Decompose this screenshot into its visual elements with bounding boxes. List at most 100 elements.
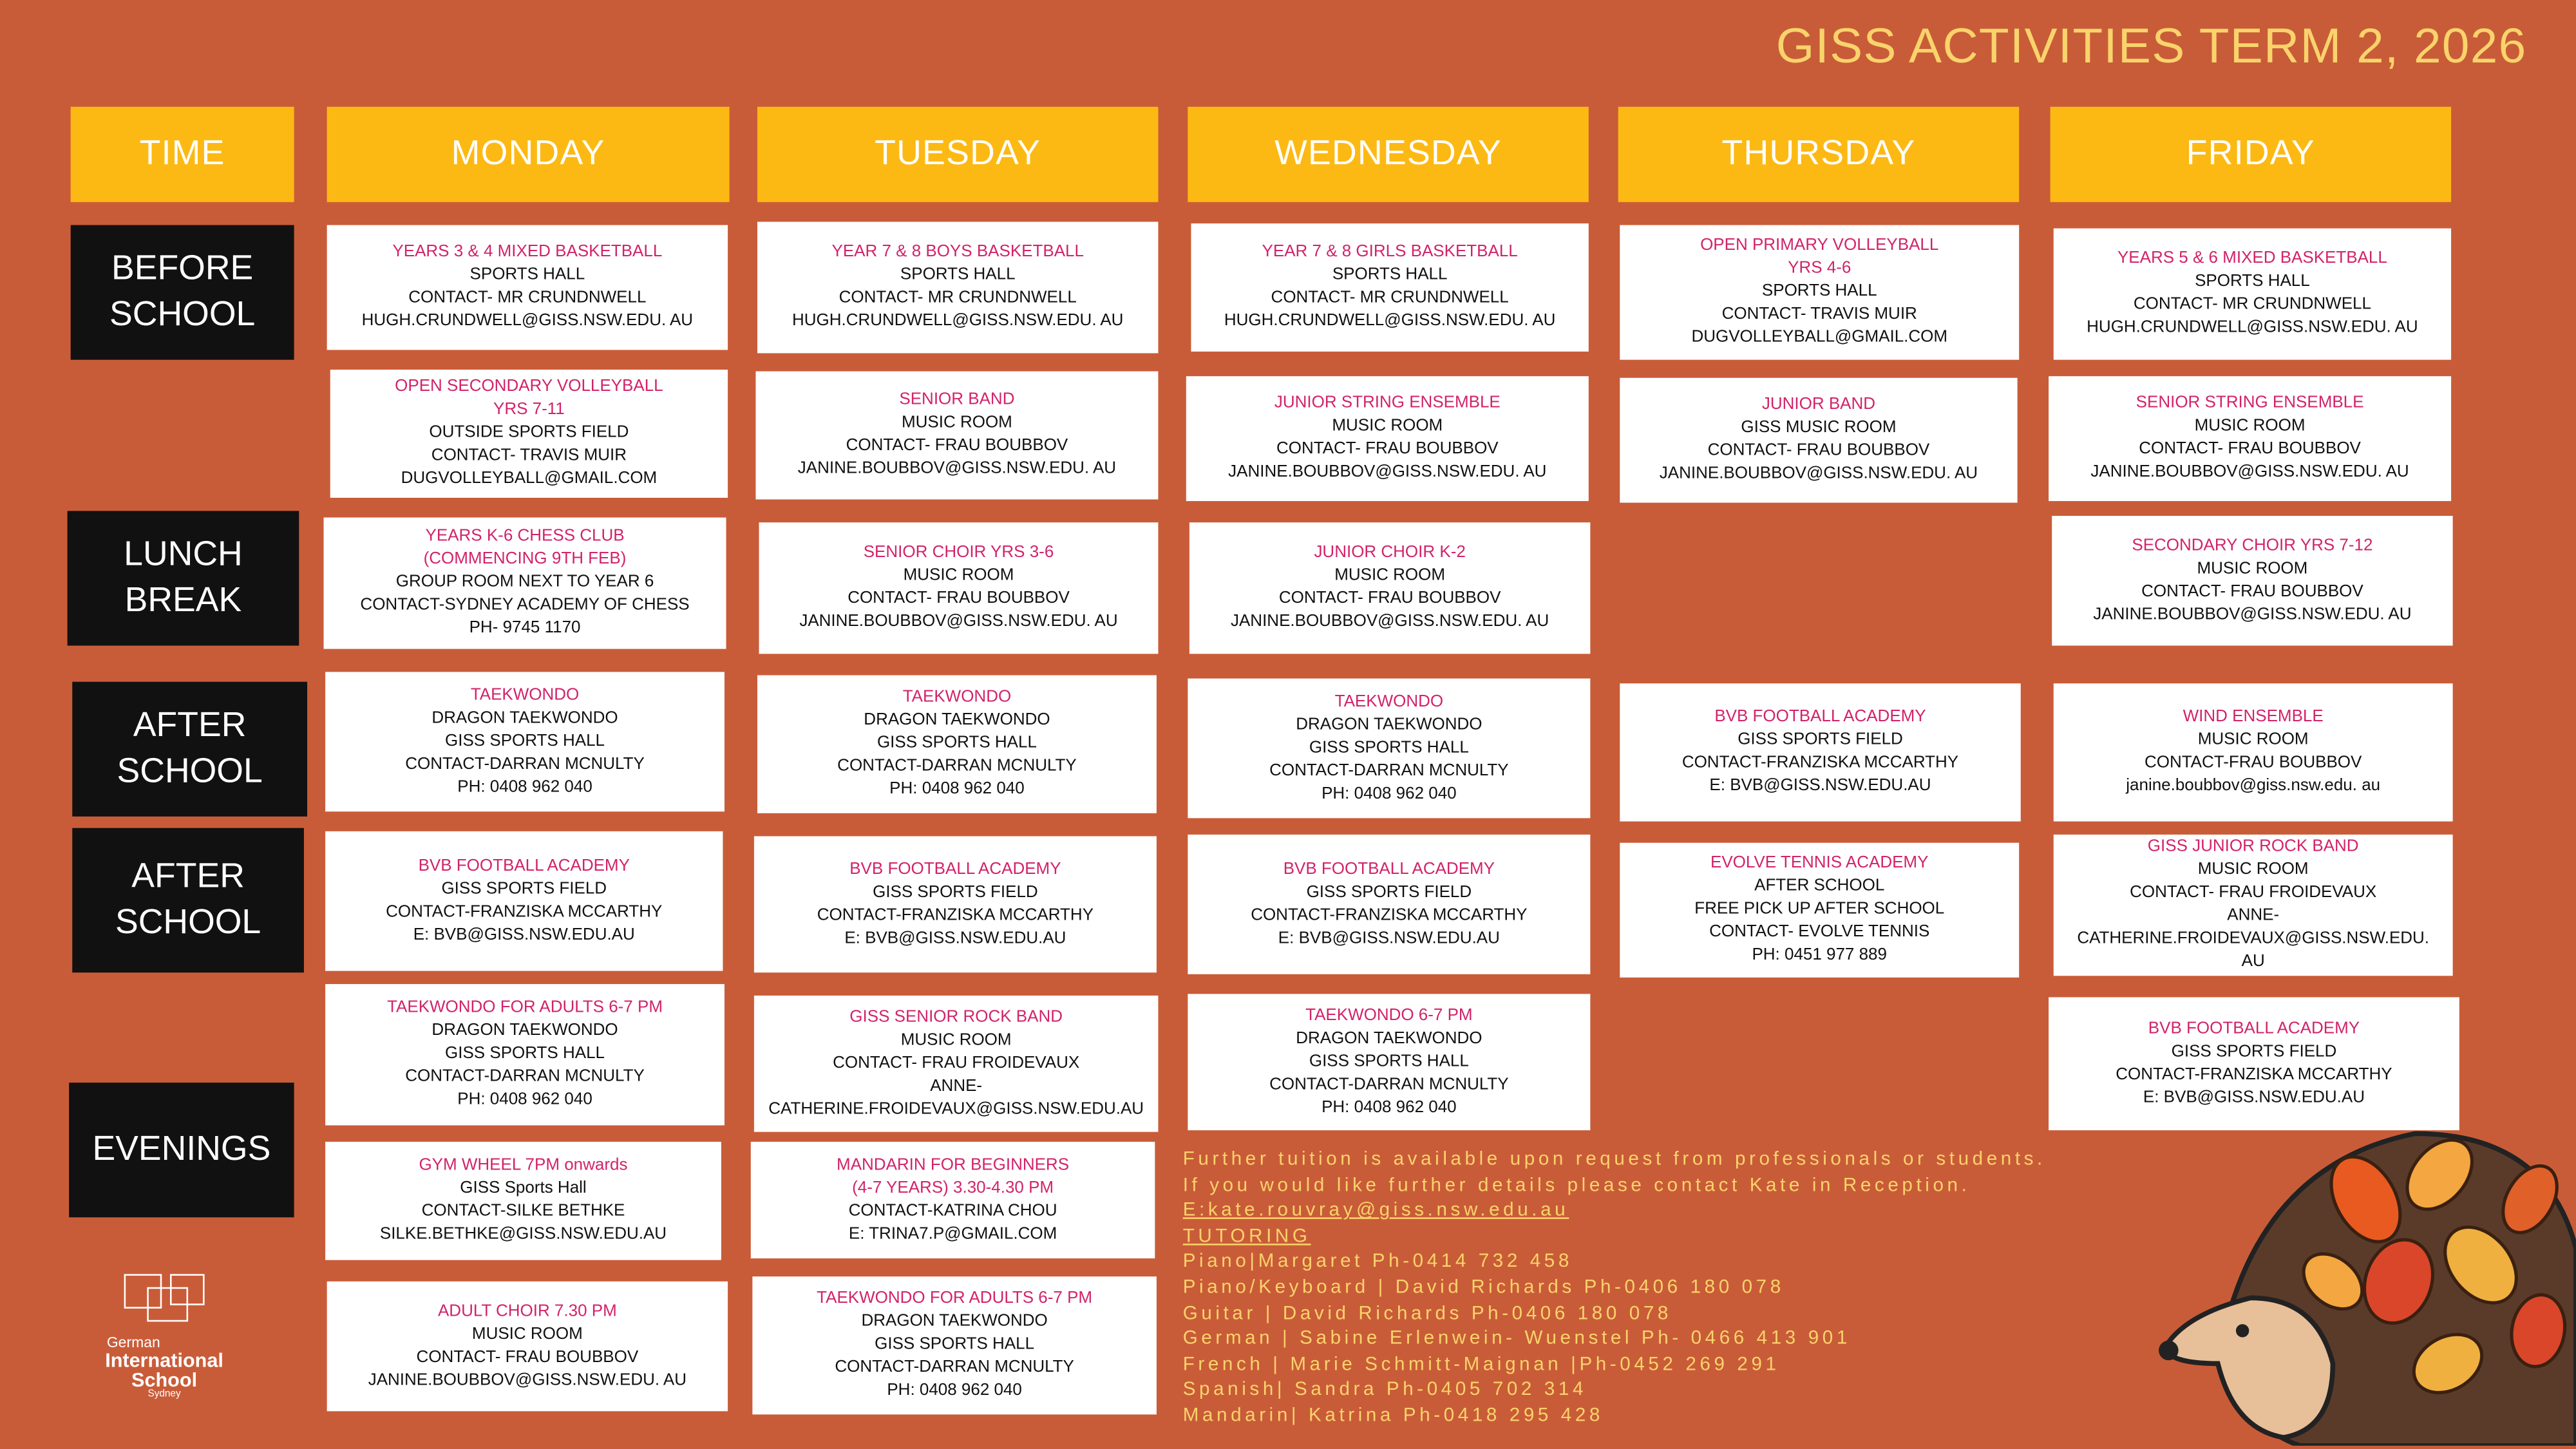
activity-detail: E: BVB@GISS.NSW.EDU.AU (413, 925, 635, 944)
activity-title: GISS SENIOR ROCK BAND (849, 1008, 1063, 1027)
activity-card-tuesday: TAEKWONDO FOR ADULTS 6-7 PM DRAGON TAEKWO… (752, 1276, 1157, 1415)
activity-card-wednesday: JUNIOR CHOIR K-2 MUSIC ROOM CONTACT- FRAU … (1189, 522, 1591, 654)
activity-detail: AFTER SCHOOL (1754, 877, 1885, 896)
logo-squares-icon (124, 1274, 205, 1322)
activity-detail: DRAGON TAEKWONDO (1296, 1029, 1482, 1048)
activity-title: GISS JUNIOR ROCK BAND (2147, 838, 2359, 857)
tutor-line: Spanish| Sandra Ph-0405 702 314 (1182, 1379, 1587, 1401)
activity-card-wednesday: BVB FOOTBALL ACADEMY GISS SPORTS FIELD CON… (1188, 834, 1591, 974)
activity-detail: GISS SPORTS HALL (445, 732, 605, 750)
activity-title: OPEN PRIMARY VOLLEYBALL (1700, 236, 1939, 255)
label-after-school: AFTER SCHOOL (72, 828, 304, 973)
header-wednesday: WEDNESDAY (1188, 106, 1589, 202)
activity-title: YRS 4-6 (1788, 260, 1852, 278)
activity-card-tuesday: TAEKWONDO DRAGON TAEKWONDO GISS SPORTS HAL… (757, 675, 1157, 813)
activity-detail: MUSIC ROOM (2197, 860, 2309, 879)
activity-card-tuesday: MANDARIN FOR BEGINNERS (4-7 YEARS) 3.30-4… (750, 1141, 1155, 1259)
tutor-line: Piano/Keyboard | David Richards Ph-0406 … (1182, 1276, 1785, 1298)
contact-email-link[interactable]: E:kate.rouvray@giss.nsw.edu.au (1182, 1199, 1569, 1221)
activity-card-tuesday: GISS SENIOR ROCK BAND MUSIC ROOM CONTACT- … (753, 995, 1159, 1132)
activity-detail: CONTACT-FRANZISKA MCCARTHY (386, 902, 663, 921)
activity-detail: SPORTS HALL (900, 266, 1016, 285)
activity-detail: AU (2241, 952, 2265, 971)
activity-card-thursday: BVB FOOTBALL ACADEMY GISS SPORTS FIELD CON… (1620, 683, 2021, 822)
activity-card-friday: BVB FOOTBALL ACADEMY GISS SPORTS FIELD CON… (2049, 997, 2459, 1131)
activity-detail: CONTACT-DARRAN MCNULTY (1269, 761, 1509, 780)
activity-detail: CONTACT- FRAU BOUBBOV (846, 437, 1068, 455)
header-thursday: THURSDAY (1618, 106, 2020, 202)
label-lunch-break: LUNCH BREAK (67, 511, 299, 646)
activity-detail: DRAGON TAEKWONDO (431, 1021, 618, 1040)
activity-detail: CONTACT- FRAU BOUBBOV (1276, 440, 1499, 459)
activity-detail: SILKE.BETHKE@GISS.NSW.EDU.AU (379, 1226, 667, 1244)
activity-title: WIND ENSEMBLE (2183, 708, 2324, 726)
header-tuesday: TUESDAY (757, 106, 1159, 202)
activity-title: YEARS 3 & 4 MIXED BASKETBALL (392, 243, 663, 261)
activity-detail: CONTACT-SILKE BETHKE (421, 1202, 625, 1221)
activity-detail: GROUP ROOM NEXT TO YEAR 6 (395, 573, 654, 592)
activity-detail: CONTACT-DARRAN MCNULTY (1269, 1075, 1509, 1094)
activity-card-wednesday: TAEKWONDO 6-7 PM DRAGON TAEKWONDO GISS SPO… (1188, 994, 1591, 1131)
activity-detail: GISS Sports Hall (460, 1179, 587, 1198)
intro-line: Further tuition is available upon reques… (1182, 1148, 2046, 1170)
activity-detail: E: TRINA7.P@GMAIL.COM (848, 1224, 1057, 1243)
activity-detail: GISS SPORTS HALL (875, 1335, 1035, 1354)
tutor-line: Mandarin| Katrina Ph-0418 295 428 (1182, 1404, 1604, 1426)
activity-detail: JANINE.BOUBBOV@GISS.NSW.EDU. AU (1230, 612, 1549, 631)
activity-card-tuesday: YEAR 7 & 8 BOYS BASKETBALL SPORTS HALL CON… (757, 222, 1159, 354)
activity-detail: MUSIC ROOM (471, 1325, 583, 1343)
logo-text: School (131, 1368, 198, 1392)
activity-detail: MUSIC ROOM (1334, 567, 1446, 585)
activity-detail: MUSIC ROOM (903, 567, 1014, 585)
activity-detail: CONTACT- TRAVIS MUIR (1721, 305, 1917, 324)
activity-title: YEAR 7 & 8 GIRLS BASKETBALL (1262, 243, 1518, 261)
activity-detail: JANINE.BOUBBOV@GISS.NSW.EDU. AU (799, 612, 1118, 631)
activity-detail: CATHERINE.FROIDEVAUX@GISS.NSW.EDU.AU (768, 1099, 1144, 1118)
activity-detail: DUGVOLLEYBALL@GMAIL.COM (1691, 328, 1948, 347)
activity-detail: CONTACT- FRAU BOUBBOV (1278, 589, 1501, 608)
activity-title: YRS 7-11 (493, 401, 565, 419)
activity-detail: HUGH.CRUNDWELL@GISS.NSW.EDU. AU (2087, 318, 2418, 337)
activity-title: YEARS 5 & 6 MIXED BASKETBALL (2117, 249, 2387, 268)
activity-detail: CONTACT-DARRAN MCNULTY (405, 755, 645, 773)
activity-detail: CONTACT- FRAU BOUBBOV (848, 589, 1070, 608)
activity-detail: CONTACT-FRANZISKA MCCARTHY (1251, 905, 1528, 924)
logo-text: International (105, 1349, 223, 1372)
activity-detail: E: BVB@GISS.NSW.EDU.AU (2143, 1088, 2365, 1107)
activity-detail: GISS SPORTS FIELD (2171, 1042, 2337, 1061)
activity-detail: ANNE- (930, 1077, 983, 1095)
label-evenings: EVENINGS (69, 1083, 294, 1218)
activity-detail: CONTACT-FRANZISKA MCCARTHY (817, 905, 1094, 924)
activity-detail: CONTACT- FRAU FROIDEVAUX (2130, 884, 2377, 902)
activity-detail: CONTACT- FRAU FROIDEVAUX (833, 1054, 1080, 1072)
activity-title: BVB FOOTBALL ACADEMY (418, 857, 630, 875)
activity-detail: DRAGON TAEKWONDO (431, 708, 618, 727)
activity-detail: E: BVB@GISS.NSW.EDU.AU (844, 929, 1066, 947)
tutor-line: French | Marie Schmitt-Maignan |Ph-0452 … (1182, 1353, 1780, 1375)
activity-title: GYM WHEEL 7PM onwards (419, 1156, 628, 1175)
logo-text: German (106, 1334, 160, 1350)
activity-detail: MUSIC ROOM (1332, 417, 1443, 436)
activity-title: BVB FOOTBALL ACADEMY (849, 860, 1061, 878)
activity-title: JUNIOR CHOIR K-2 (1314, 544, 1466, 562)
activity-card-thursday: EVOLVE TENNIS ACADEMY AFTER SCHOOL FREE PI… (1620, 842, 2020, 978)
activity-detail: PH: 0408 962 040 (1321, 784, 1457, 803)
header-time: TIME (70, 106, 294, 202)
intro-line: If you would like further details please… (1182, 1173, 1971, 1196)
activity-title: ADULT CHOIR 7.30 PM (437, 1302, 617, 1320)
activity-detail: CONTACT- TRAVIS MUIR (431, 446, 627, 465)
activity-title: YEARS K-6 CHESS CLUB (425, 527, 625, 545)
activity-detail: CONTACT-FRANZISKA MCCARTHY (1681, 753, 1959, 772)
activity-detail: JANINE.BOUBBOV@GISS.NSW.EDU. AU (797, 460, 1117, 478)
activity-detail: CONTACT- FRAU BOUBBOV (416, 1348, 639, 1367)
activity-detail: PH- 9745 1170 (469, 619, 581, 638)
activity-detail: CONTACT-DARRAN MCNULTY (837, 757, 1077, 776)
activity-detail: OUTSIDE SPORTS FIELD (429, 424, 629, 442)
activity-detail: CONTACT- FRAU BOUBBOV (2139, 440, 2361, 459)
activity-title: SENIOR BAND (899, 391, 1015, 410)
activity-card-monday: YEARS 3 & 4 MIXED BASKETBALL SPORTS HALL C… (327, 225, 728, 350)
activity-detail: MUSIC ROOM (2194, 417, 2306, 436)
school-logo: German International School Sydney (99, 1268, 230, 1399)
activity-card-wednesday: TAEKWONDO DRAGON TAEKWONDO GISS SPORTS HAL… (1188, 678, 1591, 819)
activity-detail: PH: 0451 977 889 (1752, 946, 1887, 965)
